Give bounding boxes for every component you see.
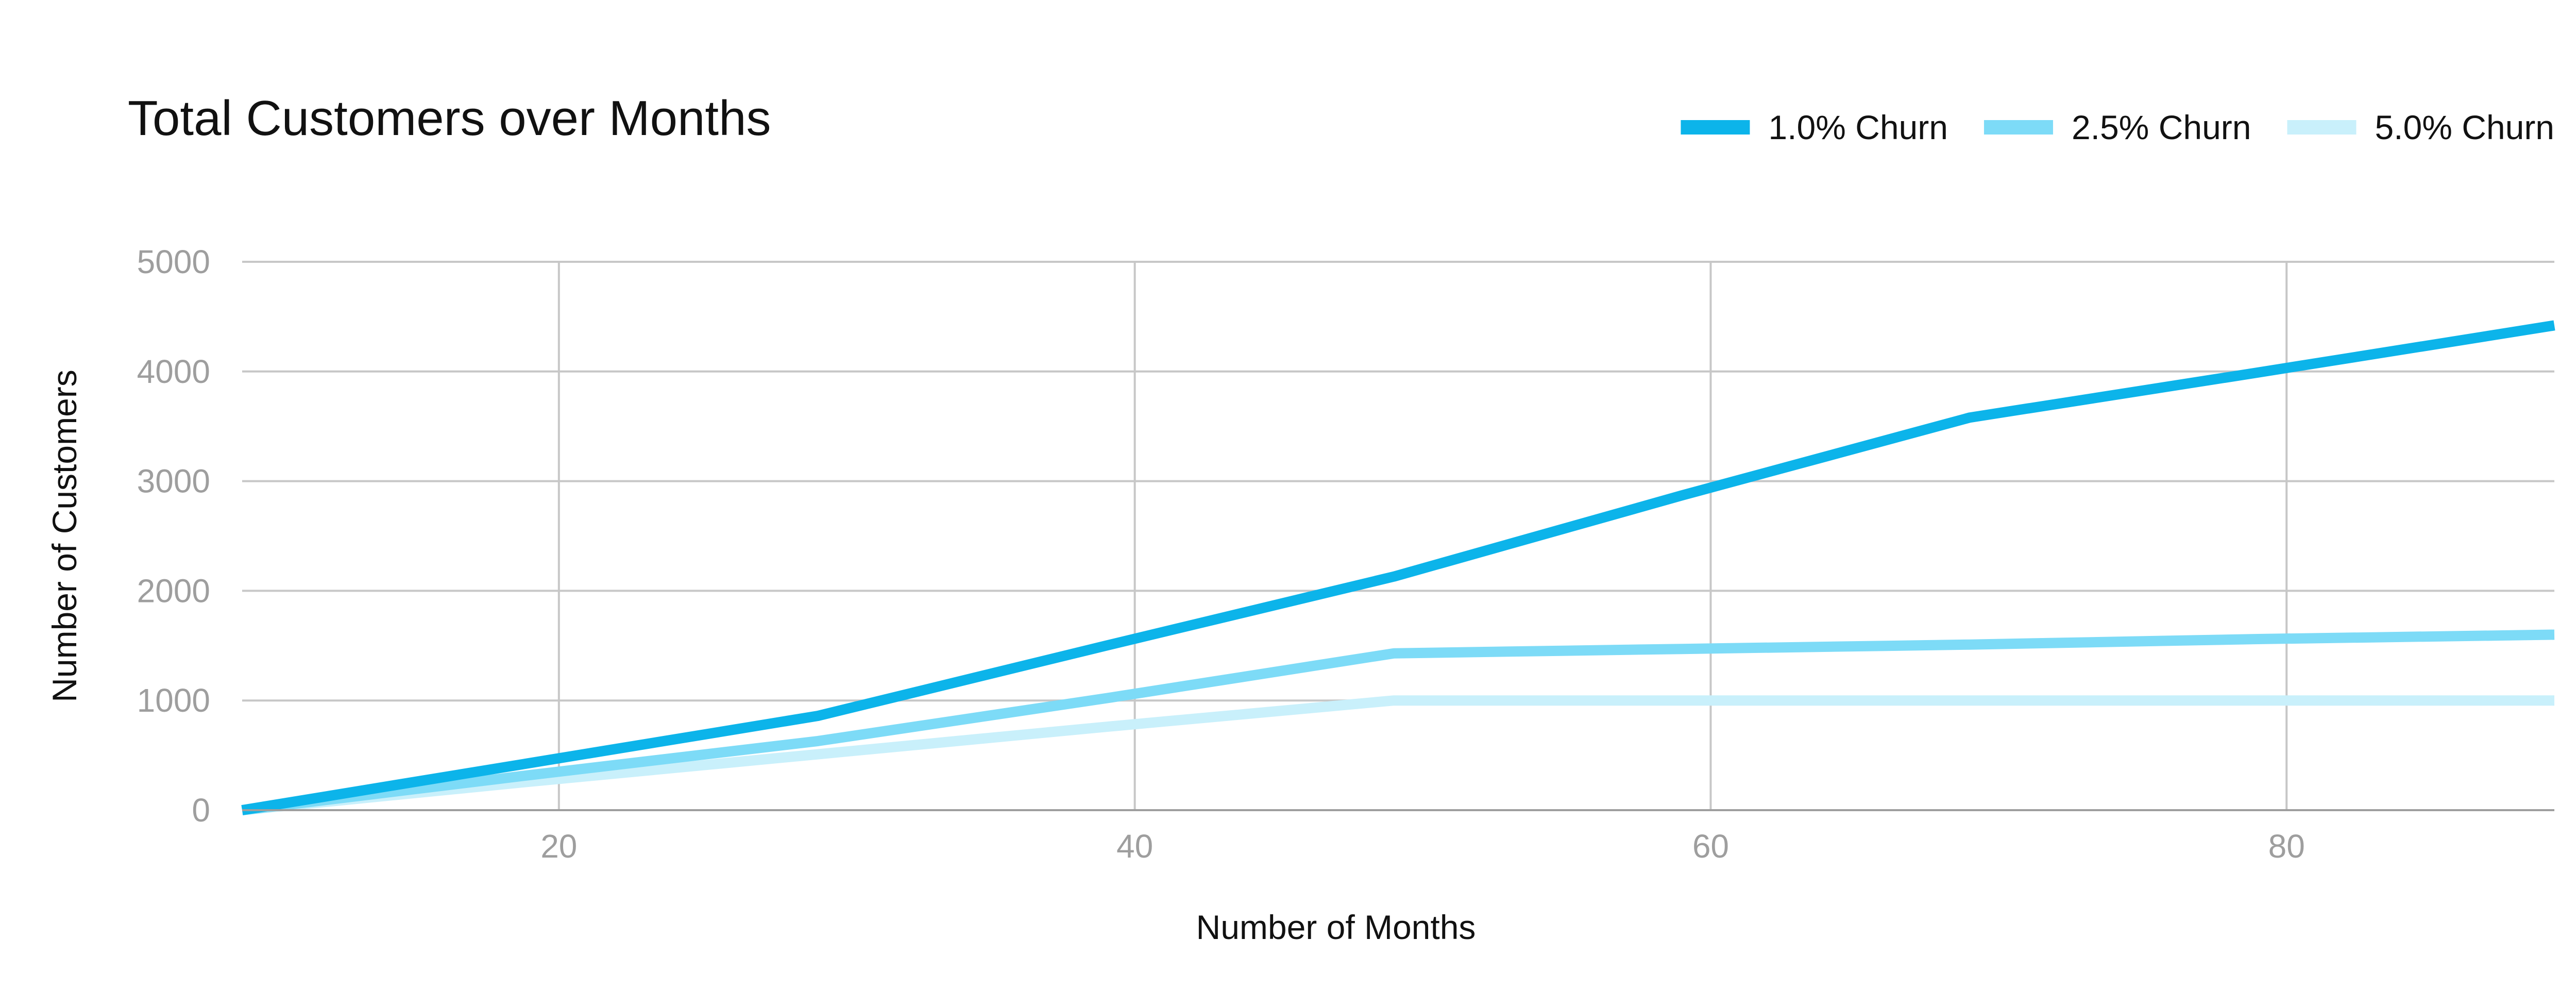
- series-line-1: [241, 320, 2555, 815]
- legend-swatch: [1681, 120, 1750, 135]
- legend-swatch: [1984, 120, 2053, 135]
- series-line-2: [241, 629, 2555, 815]
- x-tick-label: 40: [1116, 828, 1153, 865]
- x-tick-label: 60: [1692, 828, 1729, 865]
- y-axis-tick-labels: 0 1000 2000 3000 4000 5000: [137, 243, 210, 829]
- x-tick-label: 80: [2268, 828, 2305, 865]
- legend-item: 5.0% Churn: [2287, 108, 2554, 146]
- series-lines: [241, 320, 2555, 815]
- legend-item: 1.0% Churn: [1681, 108, 1948, 146]
- legend-label: 1.0% Churn: [1768, 108, 1948, 146]
- x-axis-title: Number of Months: [1196, 908, 1476, 946]
- y-tick-label: 2000: [137, 572, 210, 609]
- y-tick-label: 1000: [137, 682, 210, 719]
- legend-label: 5.0% Churn: [2375, 108, 2554, 146]
- y-tick-label: 0: [192, 792, 210, 829]
- y-axis-title: Number of Customers: [45, 370, 83, 702]
- series-line-3: [242, 695, 2554, 815]
- legend-swatch: [2287, 120, 2357, 135]
- legend: 1.0% Churn 2.5% Churn 5.0% Churn: [1681, 108, 2554, 146]
- y-tick-label: 3000: [137, 463, 210, 500]
- y-tick-label: 4000: [137, 353, 210, 390]
- x-tick-label: 20: [540, 828, 577, 865]
- x-axis-tick-labels: 20 40 60 80: [540, 828, 2305, 865]
- y-tick-label: 5000: [137, 243, 210, 280]
- legend-label: 2.5% Churn: [2072, 108, 2251, 146]
- chart-title: Total Customers over Months: [128, 91, 771, 146]
- legend-item: 2.5% Churn: [1984, 108, 2251, 146]
